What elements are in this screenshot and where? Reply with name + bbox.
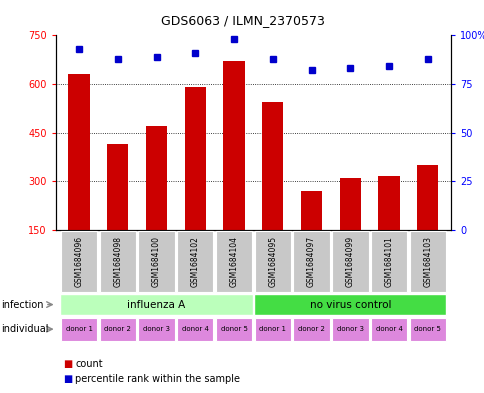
- Bar: [99, 318, 136, 341]
- Bar: [184, 87, 206, 230]
- Text: GSM1684095: GSM1684095: [268, 236, 277, 287]
- Text: GSM1684099: GSM1684099: [345, 236, 354, 287]
- Bar: [177, 231, 213, 292]
- Text: donor 2: donor 2: [104, 326, 131, 332]
- Bar: [254, 294, 445, 315]
- Text: ■: ■: [63, 358, 72, 369]
- Text: influenza A: influenza A: [127, 299, 185, 310]
- Text: GDS6063 / ILMN_2370573: GDS6063 / ILMN_2370573: [160, 14, 324, 27]
- Text: GSM1684102: GSM1684102: [190, 236, 199, 287]
- Bar: [339, 178, 360, 230]
- Bar: [215, 318, 252, 341]
- Text: infection: infection: [1, 299, 44, 310]
- Bar: [332, 231, 368, 292]
- Bar: [378, 176, 399, 230]
- Text: donor 1: donor 1: [259, 326, 286, 332]
- Text: GSM1684103: GSM1684103: [423, 236, 431, 287]
- Text: GSM1684098: GSM1684098: [113, 236, 122, 287]
- Text: no virus control: no virus control: [309, 299, 390, 310]
- Bar: [60, 231, 97, 292]
- Bar: [254, 231, 290, 292]
- Text: percentile rank within the sample: percentile rank within the sample: [75, 374, 240, 384]
- Bar: [370, 318, 407, 341]
- Bar: [409, 231, 445, 292]
- Bar: [138, 318, 174, 341]
- Text: GSM1684100: GSM1684100: [151, 236, 161, 287]
- Text: GSM1684097: GSM1684097: [306, 236, 316, 287]
- Bar: [60, 318, 97, 341]
- Bar: [254, 318, 290, 341]
- Text: donor 5: donor 5: [413, 326, 440, 332]
- Bar: [293, 318, 329, 341]
- Bar: [370, 231, 407, 292]
- Text: GSM1684096: GSM1684096: [75, 236, 83, 287]
- Bar: [409, 318, 445, 341]
- Text: GSM1684101: GSM1684101: [384, 236, 393, 287]
- Bar: [293, 231, 329, 292]
- Text: donor 4: donor 4: [182, 326, 208, 332]
- Bar: [138, 231, 174, 292]
- Bar: [223, 61, 244, 230]
- Bar: [261, 102, 283, 230]
- Bar: [99, 231, 136, 292]
- Bar: [332, 318, 368, 341]
- Text: donor 4: donor 4: [375, 326, 402, 332]
- Text: count: count: [75, 358, 103, 369]
- Bar: [215, 231, 252, 292]
- Text: donor 1: donor 1: [65, 326, 92, 332]
- Text: donor 5: donor 5: [220, 326, 247, 332]
- Text: donor 3: donor 3: [143, 326, 170, 332]
- Bar: [177, 318, 213, 341]
- Text: donor 3: donor 3: [336, 326, 363, 332]
- Text: ■: ■: [63, 374, 72, 384]
- Bar: [146, 126, 167, 230]
- Bar: [68, 74, 90, 230]
- Bar: [60, 294, 252, 315]
- Bar: [300, 191, 321, 230]
- Text: donor 2: donor 2: [298, 326, 324, 332]
- Text: individual: individual: [1, 324, 49, 334]
- Text: GSM1684104: GSM1684104: [229, 236, 238, 287]
- Bar: [416, 165, 438, 230]
- Bar: [107, 144, 128, 230]
